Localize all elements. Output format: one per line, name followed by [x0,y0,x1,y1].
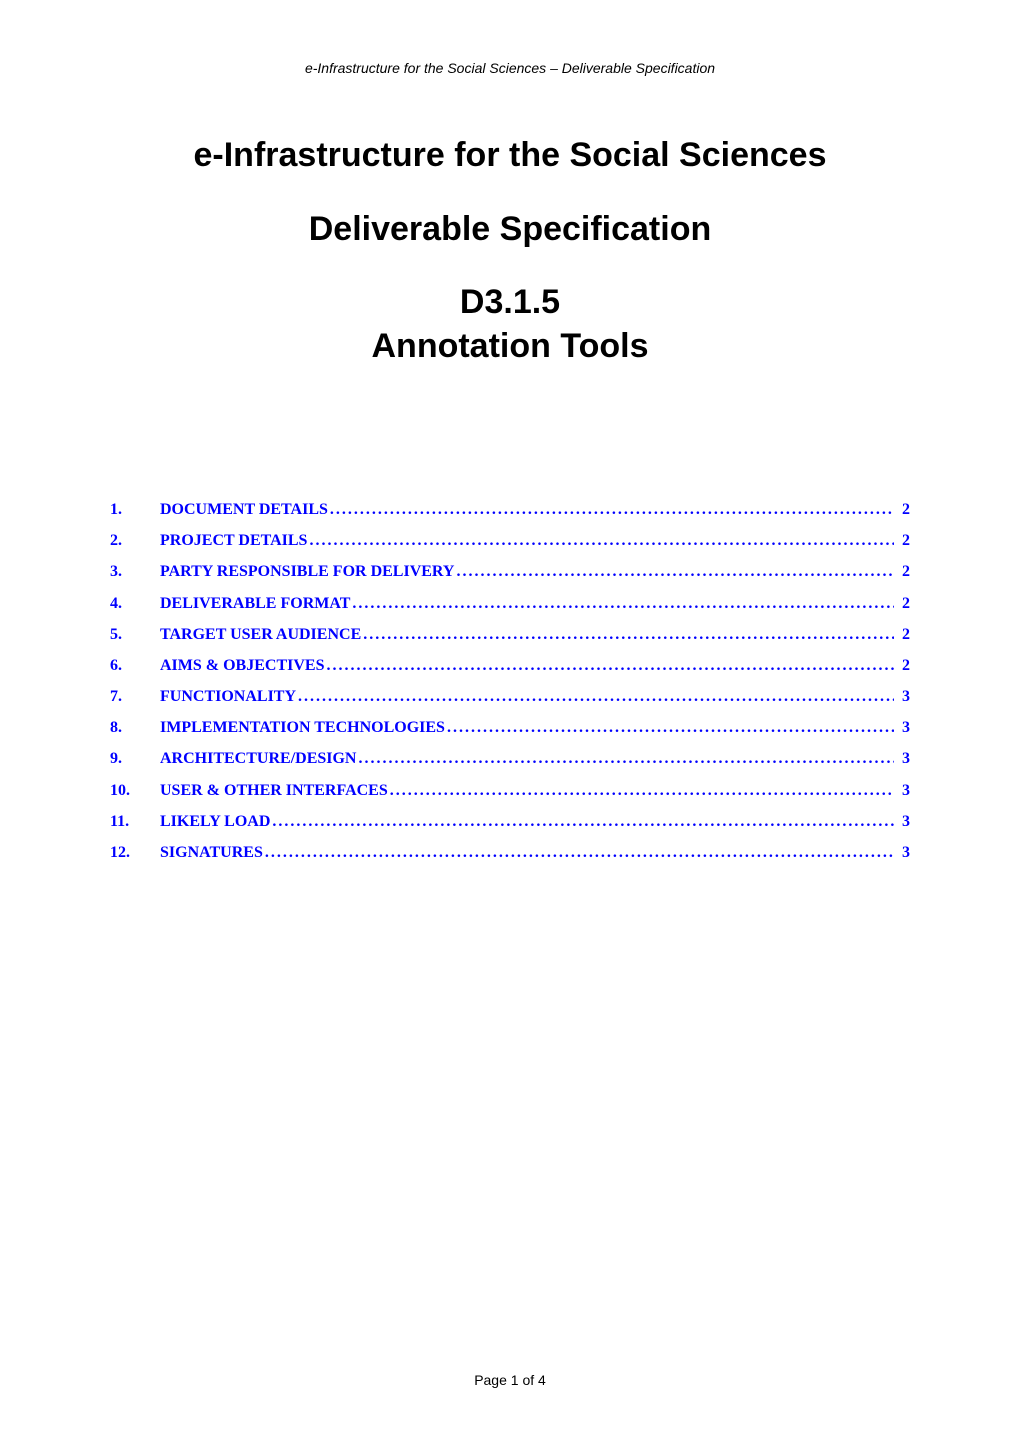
toc-leader: ........................................… [309,529,894,552]
doc-id: D3.1.5 [110,280,910,324]
toc-leader: ........................................… [390,779,894,802]
toc-number: 2. [110,529,160,552]
toc-leader: ........................................… [358,747,894,770]
toc-entry[interactable]: 6. AIMS & OBJECTIVES ...................… [110,654,910,677]
toc-number: 8. [110,716,160,739]
toc-title: SIGNATURES [160,841,263,864]
toc-page: 3 [896,747,910,770]
toc-page: 2 [896,654,910,677]
toc-page: 3 [896,716,910,739]
toc-leader: ........................................… [326,654,894,677]
toc-number: 4. [110,592,160,615]
toc-leader: ........................................… [298,685,894,708]
toc-page: 2 [896,498,910,521]
main-title: e-Infrastructure for the Social Sciences [110,131,910,180]
toc-entry[interactable]: 1. DOCUMENT DETAILS ....................… [110,498,910,521]
toc-title: ARCHITECTURE/DESIGN [160,747,356,770]
toc-leader: ........................................… [265,841,894,864]
toc-leader: ........................................… [447,716,894,739]
toc-page: 3 [896,810,910,833]
page-footer: Page 1 of 4 [0,1372,1020,1388]
toc-page: 3 [896,685,910,708]
toc-entry[interactable]: 2. PROJECT DETAILS .....................… [110,529,910,552]
toc-entry[interactable]: 3. PARTY RESPONSIBLE FOR DELIVERY ......… [110,560,910,583]
toc-entry[interactable]: 8. IMPLEMENTATION TECHNOLOGIES .........… [110,716,910,739]
table-of-contents: 1. DOCUMENT DETAILS ....................… [110,498,910,864]
toc-number: 1. [110,498,160,521]
toc-number: 12. [110,841,160,864]
toc-page: 2 [896,529,910,552]
toc-page: 3 [896,779,910,802]
toc-leader: ........................................… [330,498,894,521]
toc-number: 7. [110,685,160,708]
toc-number: 6. [110,654,160,677]
toc-leader: ........................................… [272,810,894,833]
doc-name: Annotation Tools [110,324,910,368]
toc-title: AIMS & OBJECTIVES [160,654,324,677]
toc-title: PARTY RESPONSIBLE FOR DELIVERY [160,560,454,583]
toc-title: DELIVERABLE FORMAT [160,592,350,615]
toc-entry[interactable]: 7. FUNCTIONALITY .......................… [110,685,910,708]
toc-title: DOCUMENT DETAILS [160,498,328,521]
toc-title: USER & OTHER INTERFACES [160,779,388,802]
toc-number: 5. [110,623,160,646]
toc-title: IMPLEMENTATION TECHNOLOGIES [160,716,445,739]
toc-entry[interactable]: 12. SIGNATURES .........................… [110,841,910,864]
toc-page: 2 [896,560,910,583]
toc-number: 9. [110,747,160,770]
toc-entry[interactable]: 10. USER & OTHER INTERFACES ............… [110,779,910,802]
subtitle: Deliverable Specification [110,205,910,254]
toc-entry[interactable]: 9. ARCHITECTURE/DESIGN .................… [110,747,910,770]
toc-page: 3 [896,841,910,864]
toc-leader: ........................................… [456,560,894,583]
toc-entry[interactable]: 5. TARGET USER AUDIENCE ................… [110,623,910,646]
toc-entry[interactable]: 4. DELIVERABLE FORMAT ..................… [110,592,910,615]
toc-page: 2 [896,623,910,646]
document-header: e-Infrastructure for the Social Sciences… [110,60,910,76]
toc-number: 10. [110,779,160,802]
toc-title: PROJECT DETAILS [160,529,307,552]
toc-title: LIKELY LOAD [160,810,270,833]
toc-entry[interactable]: 11. LIKELY LOAD ........................… [110,810,910,833]
toc-title: TARGET USER AUDIENCE [160,623,361,646]
toc-leader: ........................................… [363,623,894,646]
toc-number: 3. [110,560,160,583]
toc-leader: ........................................… [352,592,894,615]
toc-page: 2 [896,592,910,615]
toc-title: FUNCTIONALITY [160,685,296,708]
toc-number: 11. [110,810,160,833]
